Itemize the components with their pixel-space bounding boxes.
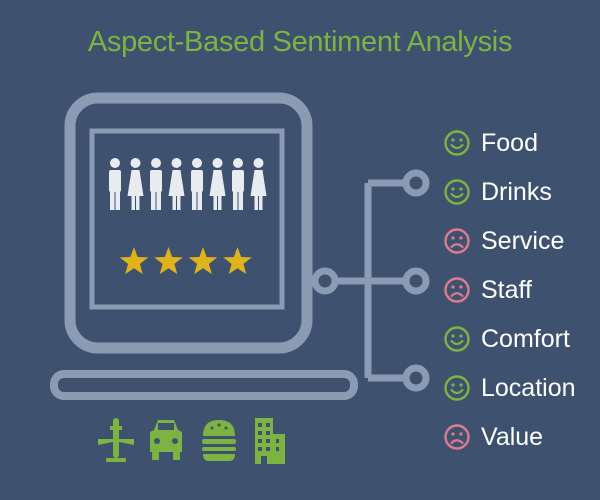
- person-female-icon: [209, 158, 226, 210]
- person-female-icon: [250, 158, 267, 210]
- aspect-label: Food: [481, 128, 538, 157]
- laptop-screen-frame: [64, 92, 313, 354]
- aspect-item: Staff: [443, 265, 576, 314]
- star-icon: [154, 247, 183, 275]
- star-icon: [223, 247, 252, 275]
- car-icon: [150, 420, 182, 460]
- smiley-face-icon: [444, 178, 470, 205]
- star-icon: [188, 247, 218, 275]
- diagram-title: Aspect-Based Sentiment Analysis: [87, 26, 513, 58]
- connector-node-bottom: [402, 364, 430, 392]
- person-male-icon: [109, 158, 121, 210]
- person-male-icon: [191, 158, 203, 210]
- people-row: [109, 158, 267, 210]
- person-male-icon: [150, 158, 162, 210]
- aspect-label: Comfort: [481, 324, 570, 353]
- frowning-face-icon: [444, 276, 470, 303]
- connector-tree: [311, 169, 430, 392]
- rating-stars: [119, 247, 252, 275]
- aspect-label: Staff: [481, 275, 532, 304]
- smiley-face-icon: [444, 129, 470, 156]
- person-female-icon: [127, 158, 144, 210]
- connector-node-top: [402, 169, 430, 197]
- airplane-icon: [98, 418, 134, 462]
- person-female-icon: [168, 158, 185, 210]
- aspect-item: Food: [443, 118, 576, 167]
- burger-icon: [202, 420, 236, 461]
- frowning-face-icon: [444, 227, 470, 254]
- smiley-face-icon: [444, 374, 470, 401]
- aspect-list: Food Drinks Service Staff Comfort Location Val…: [443, 118, 576, 461]
- star-icon: [119, 247, 149, 275]
- category-icons: [96, 414, 286, 468]
- aspect-item: Drinks: [443, 167, 576, 216]
- aspect-item: Value: [443, 412, 576, 461]
- aspect-label: Drinks: [481, 177, 552, 206]
- building-icon: [255, 418, 285, 464]
- person-male-icon: [232, 158, 244, 210]
- aspect-label: Location: [481, 373, 576, 402]
- laptop-base: [50, 370, 358, 400]
- aspect-item: Location: [443, 363, 576, 412]
- smiley-face-icon: [444, 325, 470, 352]
- aspect-item: Service: [443, 216, 576, 265]
- connector-node-laptop: [311, 267, 339, 295]
- laptop-display: [89, 128, 285, 310]
- aspect-item: Comfort: [443, 314, 576, 363]
- aspect-label: Value: [481, 422, 544, 451]
- connector-node-middle: [402, 267, 430, 295]
- frowning-face-icon: [444, 423, 470, 450]
- aspect-label: Service: [481, 226, 565, 255]
